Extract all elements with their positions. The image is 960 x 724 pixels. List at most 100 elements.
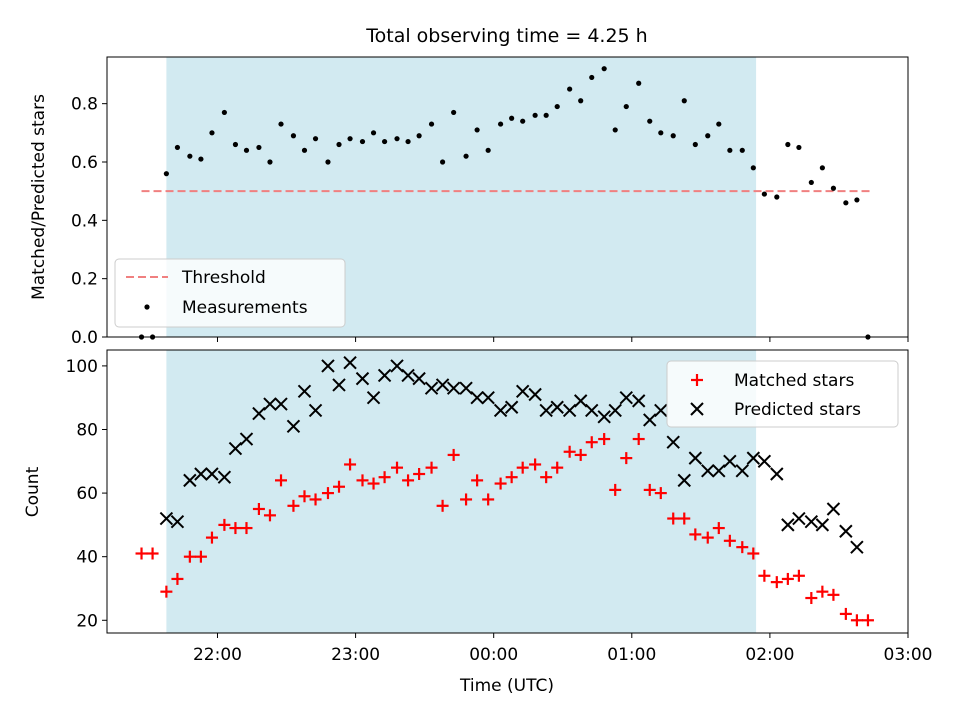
matched-star-point [160, 585, 173, 598]
predicted-star-point [274, 397, 288, 411]
matched-star-point [861, 614, 874, 627]
matched-star-point [816, 585, 829, 598]
bottom-x-tick-label: 00:00 [469, 645, 518, 665]
predicted-star-point [585, 403, 599, 418]
predicted-star-point [757, 454, 772, 468]
predicted-star-point [666, 435, 680, 449]
bottom-x-tick-label: 23:00 [331, 645, 380, 665]
matched-star-point [770, 576, 783, 589]
top-y-axis-label: Matched/Predicted stars [29, 94, 49, 300]
measurement-point [198, 156, 204, 162]
top-y-tick-label: 0.0 [71, 328, 98, 348]
measurement-point [209, 130, 215, 136]
bottom-legend: Matched stars Predicted stars [666, 360, 899, 428]
predicted-star-point [631, 394, 646, 408]
measurement-point [278, 121, 284, 127]
predicted-star-point [735, 464, 749, 478]
measurement-point [808, 179, 814, 186]
measurement-point [854, 197, 860, 203]
measurement-point [463, 153, 469, 159]
measurement-point [485, 147, 491, 153]
predicted-star-point [677, 473, 691, 488]
bottom-shaded-region [166, 350, 757, 633]
measurement-point [256, 144, 262, 151]
measurement-point [520, 118, 526, 124]
top-legend: Threshold Measurements [114, 258, 346, 328]
top-panel: 0.00.20.40.60.8 Matched/Predicted stars … [29, 56, 909, 348]
predicted-star-point [688, 451, 703, 465]
legend-predicted-label: Predicted stars [734, 400, 861, 420]
measurement-point [312, 136, 319, 142]
top-y-tick-label: 0.8 [71, 95, 98, 115]
measurement-point [658, 130, 664, 136]
bottom-x-axis-label: Time (UTC) [459, 676, 554, 696]
matched-star-point [758, 569, 771, 582]
legend-measurements-swatch [144, 304, 150, 310]
predicted-star-point [308, 403, 323, 418]
legend-matched-swatch [691, 374, 703, 386]
measurement-point [785, 141, 791, 148]
predicted-star-point [446, 381, 461, 395]
predicted-star-point [826, 502, 841, 516]
measurement-point [267, 159, 273, 165]
measurement-point [232, 141, 239, 148]
matched-star-point [425, 461, 438, 474]
bottom-y-axis-label: Count [23, 466, 43, 517]
matched-star-point [135, 547, 148, 560]
predicted-star-point [504, 400, 519, 414]
predicted-star-point [515, 384, 530, 399]
bottom-x-tick-label: 22:00 [193, 645, 242, 665]
matched-star-point [413, 468, 426, 481]
matched-star-point [194, 550, 207, 563]
matched-star-point [620, 452, 633, 465]
predicted-star-point [470, 390, 484, 405]
legend-measurements-label: Measurements [182, 298, 308, 318]
matched-star-point [505, 471, 518, 484]
top-y-tick-label: 0.2 [71, 270, 98, 290]
predicted-star-point [205, 467, 219, 481]
matched-star-point [309, 493, 322, 506]
measurement-point [774, 194, 780, 200]
matched-star-point [436, 499, 449, 512]
matched-star-point [391, 461, 404, 474]
bottom-y-tick-label: 80 [76, 420, 98, 440]
matched-star-point [827, 588, 840, 601]
matched-star-point [240, 522, 253, 535]
predicted-star-point [550, 400, 564, 414]
predicted-star-point [608, 403, 622, 418]
measurement-point [647, 118, 653, 124]
matched-star-point [850, 614, 863, 627]
predicted-star-point [770, 467, 784, 481]
matched-star-point [367, 477, 380, 490]
predicted-star-point [815, 518, 830, 532]
predicted-star-point [183, 473, 197, 488]
top-y-tick-label: 0.6 [71, 153, 98, 173]
matched-star-point [654, 487, 667, 500]
bottom-x-tick-label: 02:00 [745, 645, 794, 665]
matched-star-point [146, 547, 159, 560]
matched-star-point [574, 448, 587, 461]
predicted-star-point [573, 394, 588, 408]
matched-star-point [529, 458, 542, 471]
top-legend-box [114, 258, 346, 328]
measurement-point [174, 144, 181, 151]
predicted-star-point [239, 432, 254, 446]
predicted-star-point [263, 397, 277, 411]
measurement-point [428, 121, 435, 127]
matched-star-point [678, 512, 691, 525]
predicted-star-point [723, 454, 737, 468]
measurement-point [543, 112, 549, 118]
legend-predicted-swatch [690, 402, 704, 416]
predicted-star-point [597, 410, 611, 424]
predicted-star-point [839, 524, 853, 538]
matched-star-point [482, 493, 495, 506]
predicted-star-point [435, 378, 450, 392]
matched-star-point [447, 448, 460, 461]
measurement-point [451, 109, 457, 116]
matched-star-point [643, 483, 656, 496]
bottom-x-tick-label: 03:00 [884, 645, 933, 665]
measurement-point [221, 109, 227, 116]
matched-star-point [263, 509, 276, 522]
measurement-point [578, 98, 584, 104]
matched-star-point [494, 477, 507, 490]
